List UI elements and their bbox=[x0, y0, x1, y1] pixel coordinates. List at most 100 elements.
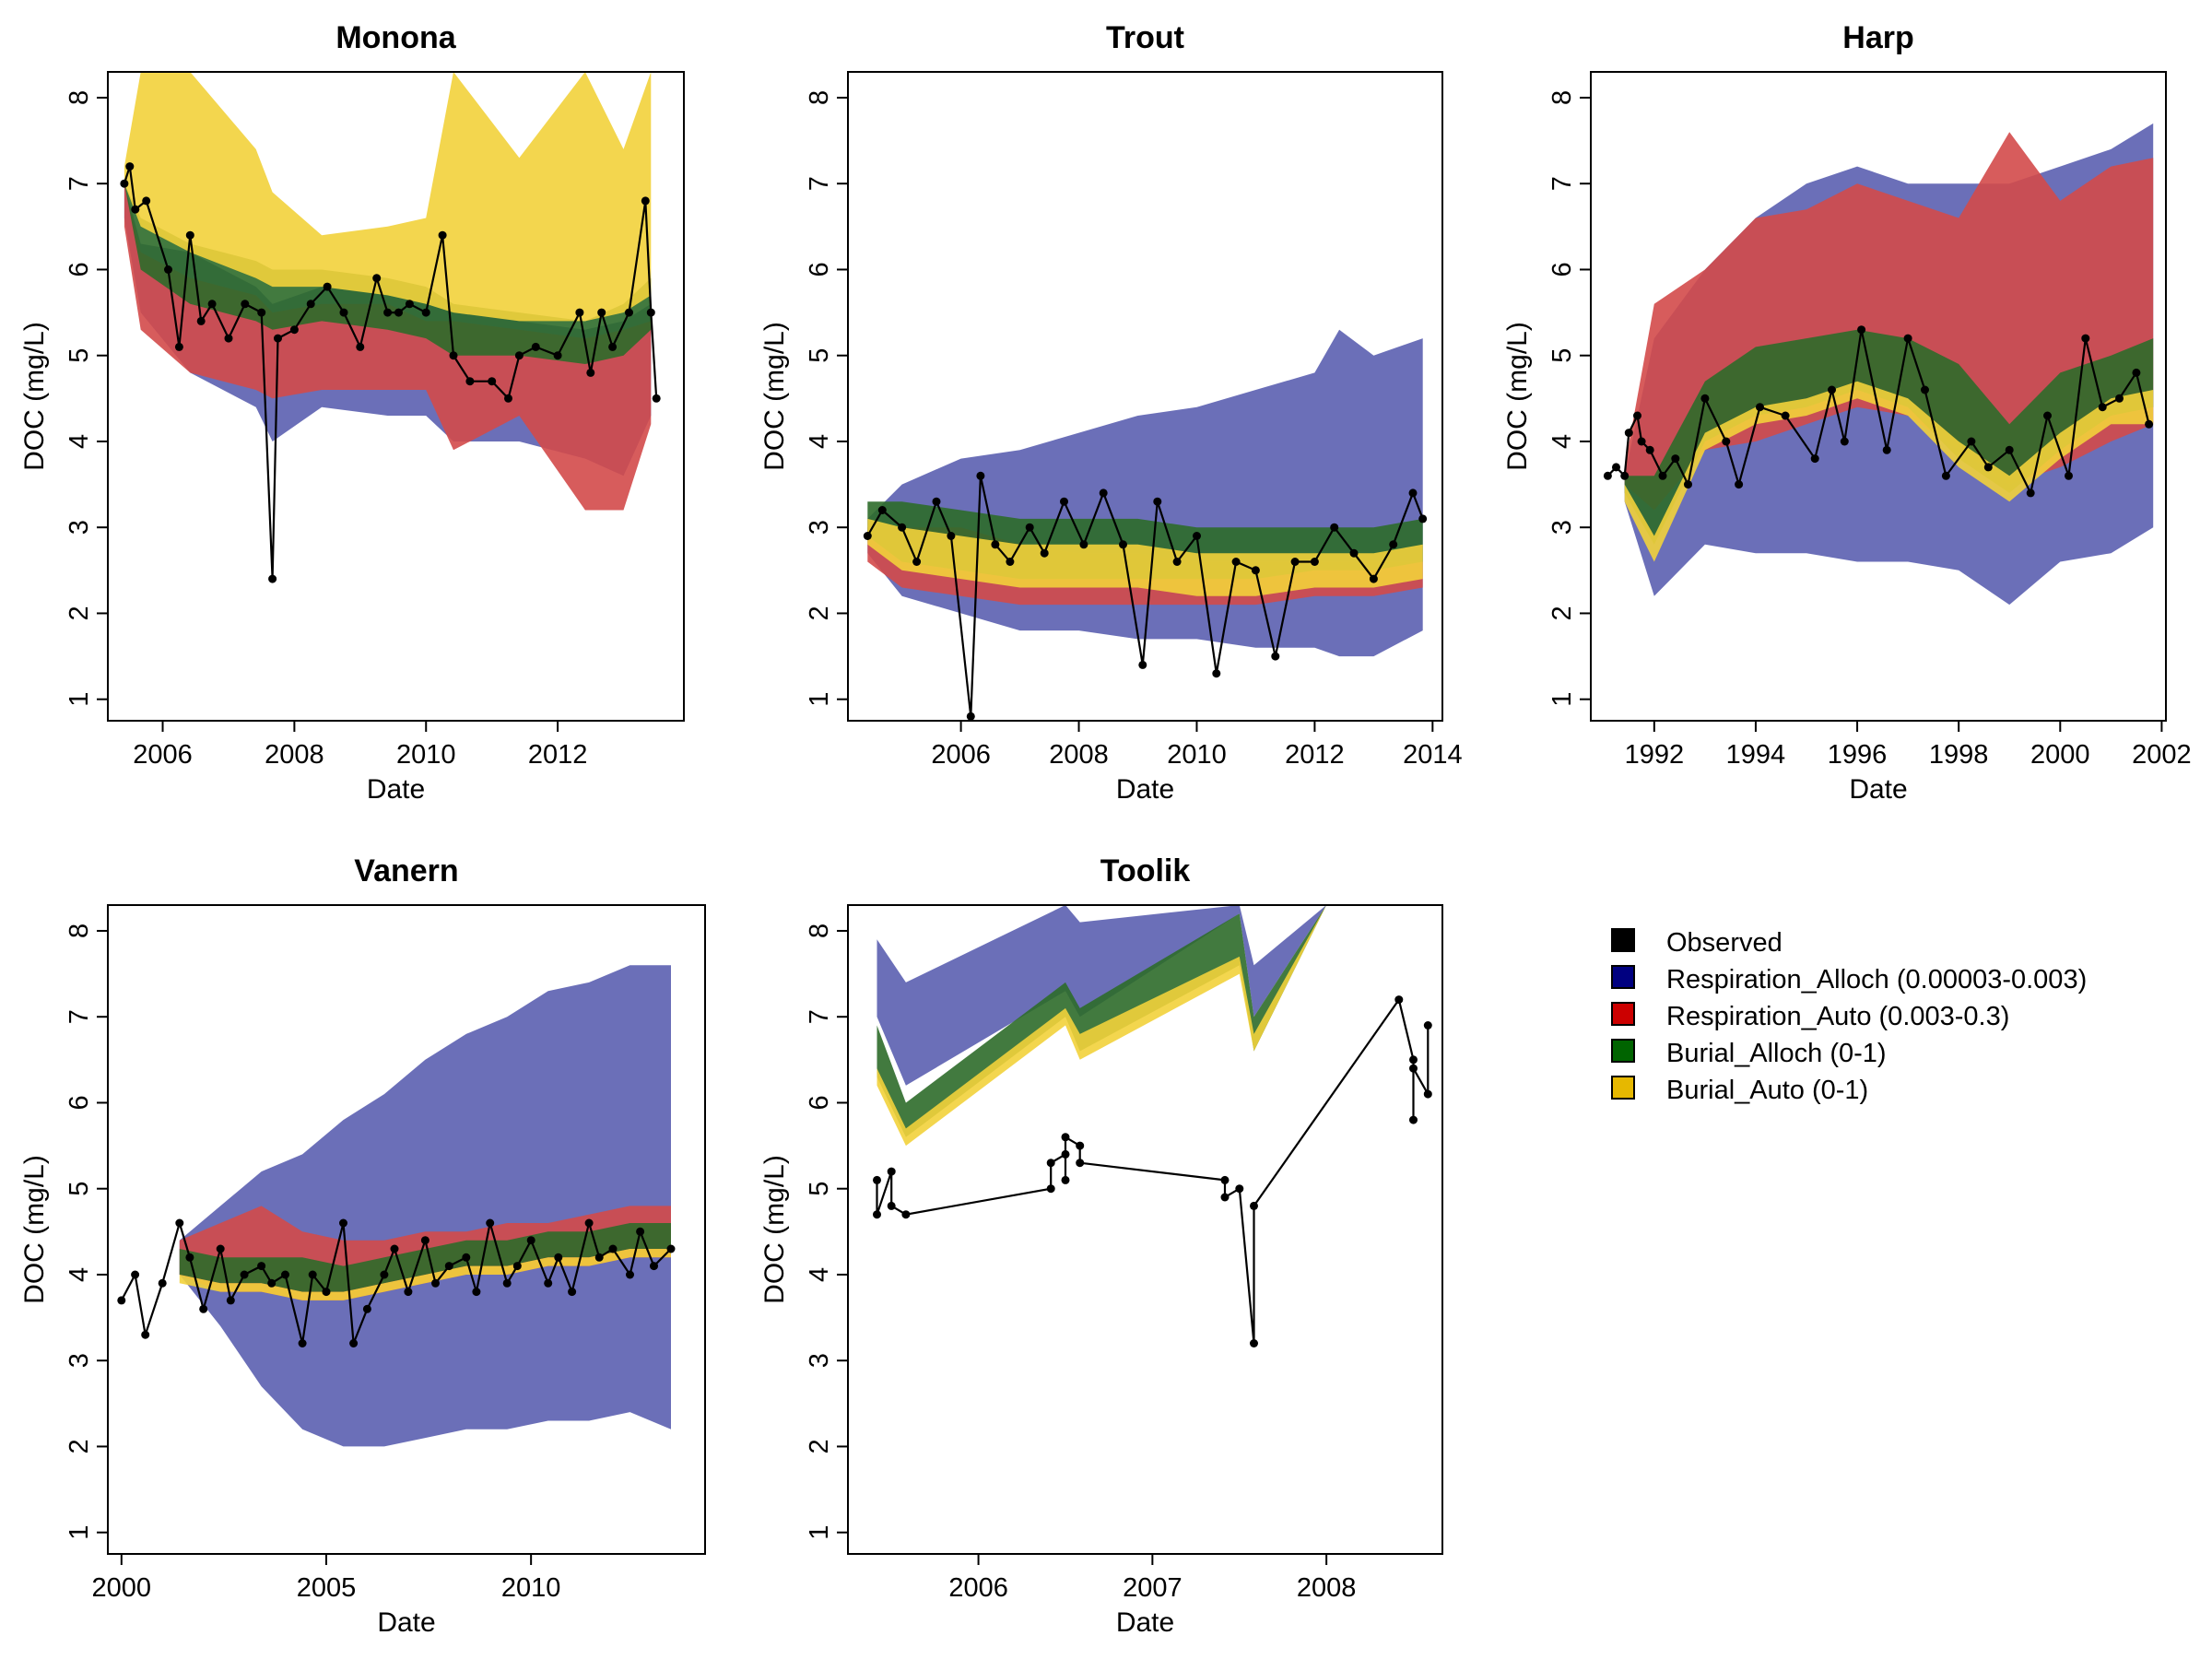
y-tick-label: 6 bbox=[65, 1095, 94, 1110]
x-tick-label: 2012 bbox=[1285, 740, 1345, 770]
band-respiration-alloch-0-00003-0-003 bbox=[877, 905, 1327, 1086]
observed-point bbox=[1220, 1175, 1230, 1184]
plot-frame bbox=[847, 904, 1443, 1555]
observed-point bbox=[306, 300, 315, 309]
x-tick-label: 2010 bbox=[1167, 740, 1227, 770]
observed-point bbox=[912, 558, 922, 566]
observed-point bbox=[1349, 548, 1359, 558]
observed-point bbox=[1409, 1055, 1418, 1065]
observed-point bbox=[431, 1278, 440, 1288]
observed-point bbox=[1722, 437, 1731, 446]
observed-point bbox=[1040, 548, 1049, 558]
observed-point bbox=[1828, 385, 1836, 394]
y-tick-label: 8 bbox=[65, 924, 94, 938]
plot-area bbox=[863, 329, 1428, 721]
y-tick-label: 5 bbox=[805, 348, 834, 363]
observed-point bbox=[131, 1270, 140, 1279]
observed-point bbox=[1983, 463, 1993, 472]
observed-point bbox=[901, 1210, 911, 1219]
x-tick-label: 1996 bbox=[1828, 740, 1888, 770]
panel-vanern: 1 2 3 4 5 6 7 8 2000 2005 2010 Vanern Date DOC (mg/L) bbox=[19, 853, 706, 1638]
observed-point bbox=[932, 497, 941, 506]
x-axis-label: Date bbox=[367, 774, 425, 805]
observed-point bbox=[207, 300, 217, 309]
observed-point bbox=[1025, 523, 1034, 532]
observed-point bbox=[887, 1167, 896, 1176]
observed-point bbox=[1389, 540, 1398, 549]
y-tick-label: 8 bbox=[1547, 90, 1577, 105]
plot-frame bbox=[107, 904, 706, 1555]
observed-point bbox=[486, 1218, 495, 1228]
observed-point bbox=[863, 532, 872, 540]
observed-point bbox=[1408, 488, 1418, 498]
observed-point bbox=[1076, 1159, 1085, 1168]
observed-point bbox=[362, 1304, 371, 1313]
y-tick-label: 3 bbox=[65, 520, 94, 535]
y-tick-label: 3 bbox=[65, 1353, 94, 1368]
y-tick-label: 5 bbox=[65, 348, 94, 363]
x-tick-label: 2005 bbox=[297, 1573, 357, 1603]
observed-point bbox=[594, 1253, 604, 1262]
observed-point bbox=[666, 1244, 676, 1253]
observed-point bbox=[947, 532, 956, 540]
band-respiration-auto-0-003-0-3 bbox=[124, 183, 652, 511]
observed-point bbox=[608, 1244, 618, 1253]
observed-point bbox=[1781, 411, 1790, 420]
observed-point bbox=[568, 1288, 577, 1297]
observed-point bbox=[1006, 558, 1015, 566]
observed-point bbox=[462, 1253, 471, 1262]
observed-point bbox=[298, 1339, 307, 1347]
observed-point bbox=[241, 300, 250, 309]
observed-point bbox=[117, 1296, 126, 1305]
legend-swatch-respiration-auto bbox=[1611, 1002, 1635, 1026]
observed-point bbox=[575, 308, 584, 317]
observed-point bbox=[976, 471, 985, 480]
observed-point bbox=[1637, 437, 1646, 446]
y-tick-label: 4 bbox=[65, 1267, 94, 1282]
observed-point bbox=[1193, 532, 1201, 540]
observed-line bbox=[866, 476, 1424, 717]
observed-point bbox=[553, 351, 562, 360]
observed-point bbox=[597, 308, 606, 317]
y-tick-label: 8 bbox=[805, 924, 834, 938]
x-tick-label: 1998 bbox=[1929, 740, 1989, 770]
observed-point bbox=[1612, 463, 1620, 472]
y-tick-label: 1 bbox=[65, 692, 94, 707]
observed-point bbox=[2098, 403, 2107, 412]
panel-title: Vanern bbox=[354, 853, 458, 888]
y-tick-label: 6 bbox=[805, 1095, 834, 1110]
observed-point bbox=[1061, 1133, 1070, 1142]
legend-swatch-burial-auto bbox=[1611, 1076, 1635, 1100]
observed-point bbox=[421, 308, 430, 317]
observed-point bbox=[1369, 574, 1378, 583]
observed-point bbox=[608, 342, 618, 351]
observed-point bbox=[289, 325, 299, 335]
observed-point bbox=[2145, 419, 2154, 429]
y-tick-label: 1 bbox=[1547, 692, 1577, 707]
y-tick-label: 4 bbox=[1547, 434, 1577, 449]
observed-point bbox=[1250, 1339, 1258, 1347]
observed-point bbox=[380, 1270, 389, 1279]
observed-point bbox=[224, 334, 233, 343]
legend-label-respiration-auto: Respiration_Auto (0.003-0.3) bbox=[1666, 1002, 2009, 1031]
x-axis-label: Date bbox=[377, 1607, 435, 1638]
x-tick-label: 2012 bbox=[528, 740, 588, 770]
observed-point bbox=[1941, 471, 1950, 480]
observed-point bbox=[526, 1236, 535, 1245]
y-axis-label: DOC (mg/L) bbox=[759, 322, 790, 471]
observed-point bbox=[405, 300, 414, 309]
observed-point bbox=[1671, 454, 1680, 464]
observed-point bbox=[1903, 334, 1912, 343]
observed-point bbox=[175, 1218, 184, 1228]
x-tick-label: 2000 bbox=[92, 1573, 152, 1603]
observed-point bbox=[1700, 394, 1710, 403]
observed-point bbox=[584, 1218, 594, 1228]
observed-point bbox=[349, 1339, 359, 1347]
observed-point bbox=[1212, 669, 1221, 678]
observed-line bbox=[123, 166, 658, 580]
x-tick-label: 2008 bbox=[265, 740, 324, 770]
plot-area bbox=[120, 72, 661, 583]
observed-point bbox=[641, 196, 650, 206]
observed-line bbox=[1606, 329, 2150, 497]
observed-point bbox=[1172, 558, 1182, 566]
